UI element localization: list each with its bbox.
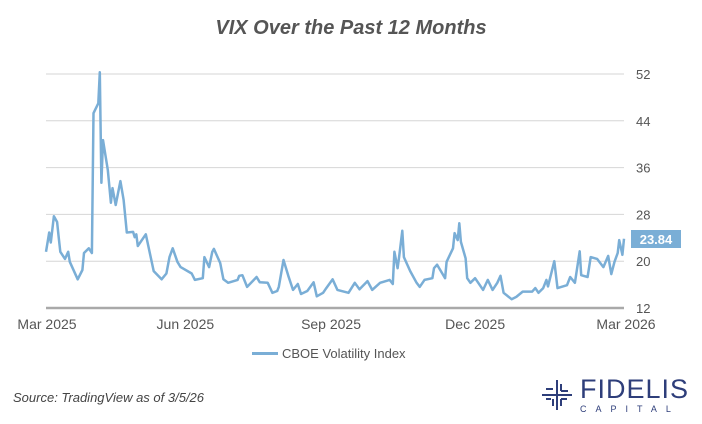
fidelis-logo-mark-icon bbox=[542, 380, 572, 410]
y-tick-label: 28 bbox=[636, 207, 650, 222]
logo-subtitle: CAPITAL bbox=[580, 404, 680, 414]
x-tick-label: Mar 2026 bbox=[596, 316, 655, 332]
fidelis-logo: FIDELIS CAPITAL bbox=[540, 376, 689, 414]
x-tick-label: Sep 2025 bbox=[301, 316, 361, 332]
legend-swatch bbox=[252, 352, 278, 355]
y-axis-ticks: 12 20 28 36 44 52 bbox=[636, 67, 650, 316]
chart-title: VIX Over the Past 12 Months bbox=[215, 17, 487, 39]
x-tick-label: Dec 2025 bbox=[445, 316, 505, 332]
legend: CBOE Volatility Index bbox=[252, 346, 406, 361]
y-tick-label: 36 bbox=[636, 161, 650, 176]
series-line-cboe-volatility-index bbox=[44, 70, 626, 301]
y-tick-label: 12 bbox=[636, 301, 650, 316]
legend-label: CBOE Volatility Index bbox=[282, 346, 406, 361]
x-tick-label: Mar 2025 bbox=[17, 316, 76, 332]
y-tick-label: 44 bbox=[636, 114, 650, 129]
y-tick-label: 20 bbox=[636, 254, 650, 269]
x-axis-ticks: Mar 2025 Jun 2025 Sep 2025 Dec 2025 Mar 2026 bbox=[17, 316, 655, 332]
logo-wordmark: FIDELIS bbox=[580, 374, 690, 404]
gridlines bbox=[46, 73, 624, 262]
last-value-label: 23.84 bbox=[640, 232, 673, 247]
y-tick-label: 52 bbox=[636, 67, 650, 82]
last-value-badge: 23.84 bbox=[631, 230, 681, 248]
x-tick-label: Jun 2025 bbox=[157, 316, 215, 332]
source-note: Source: TradingView as of 3/5/26 bbox=[13, 390, 205, 405]
